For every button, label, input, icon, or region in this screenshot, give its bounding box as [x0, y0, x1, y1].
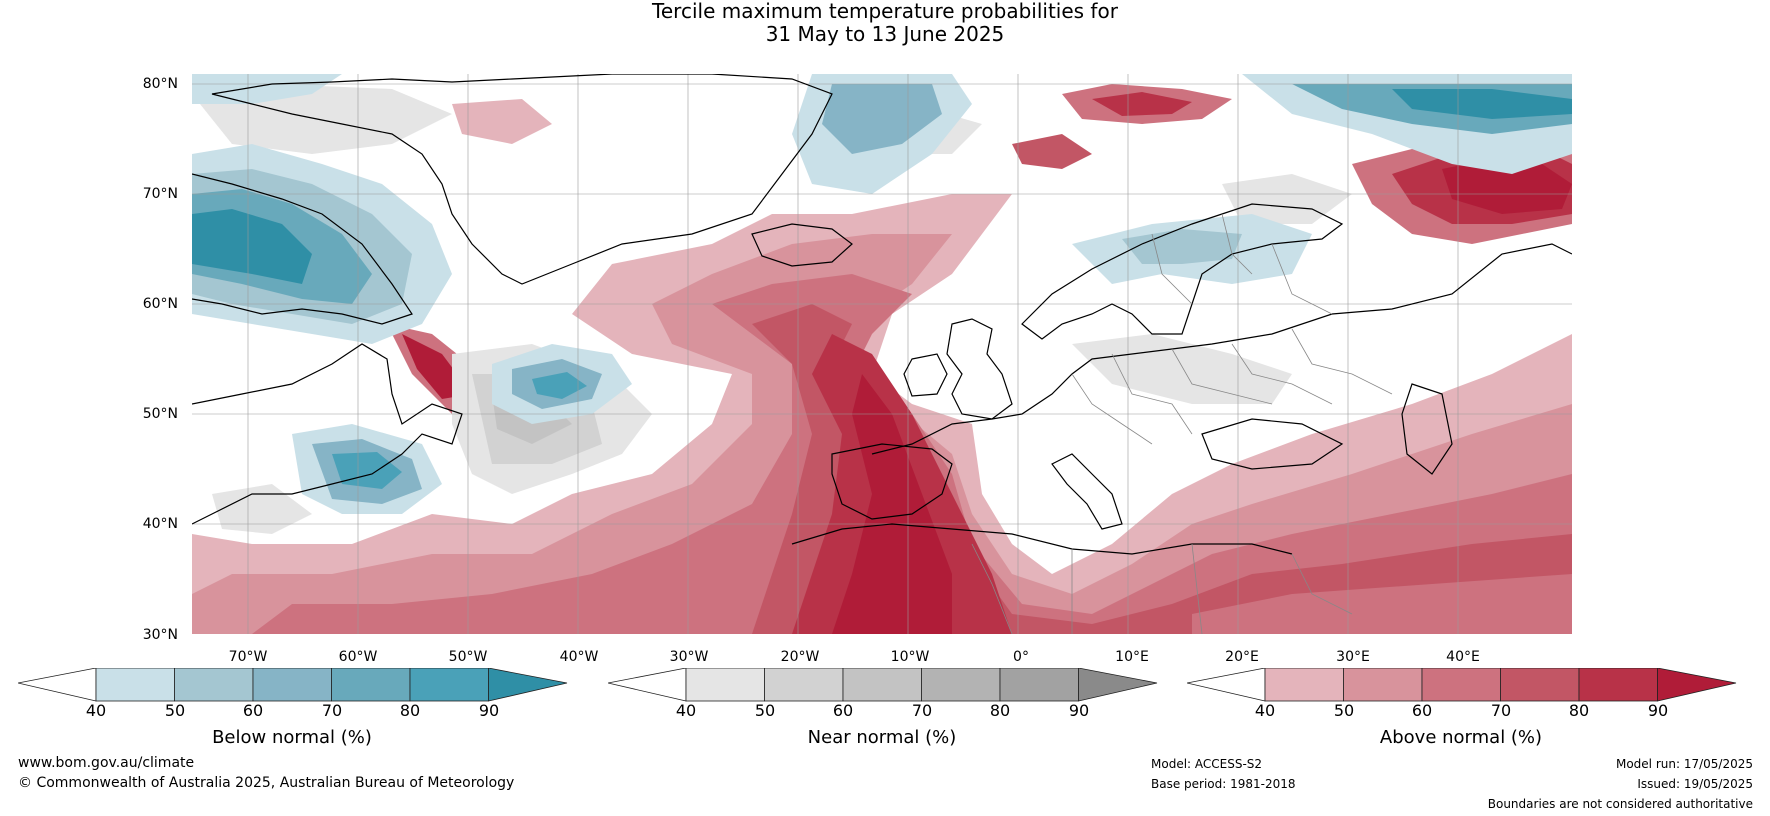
- labrador-coast: [191, 343, 463, 525]
- lat-label-80n: 80°N: [142, 76, 178, 92]
- caspian-coast: [1401, 383, 1453, 475]
- lat-label-30n: 30°N: [142, 627, 178, 643]
- cbar-near-seg-0: [608, 668, 687, 702]
- lat-label-40n: 40°N: [142, 516, 178, 532]
- title-line-1: Tercile maximum temperature probabilitie…: [652, 0, 1118, 23]
- footer-disclaimer: Boundaries are not considered authoritat…: [1487, 797, 1753, 811]
- country-borders: [971, 213, 1393, 635]
- cbar-above-seg-6: [1657, 668, 1737, 702]
- italy-coast: [1051, 453, 1123, 530]
- ireland-coast: [903, 353, 948, 397]
- black-sea-coast: [1201, 418, 1344, 470]
- lon-label-40e: 40°E: [1446, 649, 1480, 665]
- cbar-near-tick-90: 90: [1068, 701, 1090, 720]
- cbar-below-seg-3: [252, 668, 332, 702]
- cbar-below-tick-90: 90: [478, 701, 500, 720]
- cbar-near-seg-6: [1078, 668, 1158, 702]
- cbar-near-tick-50: 50: [754, 701, 776, 720]
- lon-label-30w: 30°W: [669, 649, 709, 665]
- cbar-near-seg-4: [921, 668, 1001, 702]
- colorbar-below-normal: [18, 668, 568, 702]
- lon-label-10e: 10°E: [1115, 649, 1149, 665]
- cbar-above-seg-2: [1343, 668, 1423, 702]
- map-title: Tercile maximum temperature probabilitie…: [0, 0, 1770, 46]
- colorbar-near-normal: [608, 668, 1158, 702]
- lat-label-50n: 50°N: [142, 406, 178, 422]
- baffin-coast: [191, 173, 413, 325]
- cbar-below-seg-2: [174, 668, 254, 702]
- cbar-below-tick-60: 60: [242, 701, 264, 720]
- cbar-above-tick-60: 60: [1411, 701, 1433, 720]
- lat-label-70n: 70°N: [142, 186, 178, 202]
- graticule: [192, 74, 1572, 634]
- cbar-below-seg-1: [95, 668, 175, 702]
- iceland-coast: [751, 223, 853, 267]
- cbar-near-title: Near normal (%): [807, 727, 957, 748]
- cbar-above-seg-1: [1264, 668, 1344, 702]
- cbar-below-tick-80: 80: [399, 701, 421, 720]
- cbar-above-tick-70: 70: [1490, 701, 1512, 720]
- cbar-below-seg-4: [331, 668, 411, 702]
- cbar-below-tick-50: 50: [164, 701, 186, 720]
- cbar-near-seg-2: [764, 668, 844, 702]
- cbar-above-tick-50: 50: [1333, 701, 1355, 720]
- lat-label-60n: 60°N: [142, 296, 178, 312]
- footer-issued: Issued: 19/05/2025: [1637, 777, 1753, 791]
- lon-label-60w: 60°W: [338, 649, 378, 665]
- cbar-above-tick-80: 80: [1568, 701, 1590, 720]
- lon-label-50w: 50°W: [448, 649, 488, 665]
- lon-label-20e: 20°E: [1225, 649, 1259, 665]
- colorbar-above-normal: [1187, 668, 1737, 702]
- cbar-below-tick-40: 40: [85, 701, 107, 720]
- cbar-above-tick-40: 40: [1254, 701, 1276, 720]
- lon-label-10w: 10°W: [890, 649, 930, 665]
- north-africa-coast: [791, 523, 1293, 555]
- lon-label-70w: 70°W: [228, 649, 268, 665]
- cbar-near-seg-1: [685, 668, 765, 702]
- cbar-below-seg-0: [18, 668, 97, 702]
- lon-label-0: 0°: [1013, 649, 1029, 665]
- lon-label-20w: 20°W: [780, 649, 820, 665]
- cbar-below-seg-5: [409, 668, 489, 702]
- footer-copyright: © Commonwealth of Australia 2025, Austra…: [18, 775, 515, 791]
- cbar-below-title: Below normal (%): [212, 727, 372, 748]
- cbar-above-seg-3: [1421, 668, 1501, 702]
- title-line-2: 31 May to 13 June 2025: [765, 22, 1005, 46]
- cbar-above-title: Above normal (%): [1379, 727, 1543, 748]
- footer-model: Model: ACCESS-S2: [1151, 757, 1263, 771]
- footer-model-run: Model run: 17/05/2025: [1615, 757, 1753, 771]
- cbar-near-seg-5: [999, 668, 1079, 702]
- lon-label-40w: 40°W: [559, 649, 599, 665]
- cbar-above-seg-4: [1500, 668, 1580, 702]
- footer-website: www.bom.gov.au/climate: [18, 755, 195, 771]
- cbar-below-seg-6: [488, 668, 568, 702]
- lon-label-30e: 30°E: [1336, 649, 1370, 665]
- great-britain-coast: [946, 318, 1013, 420]
- map-canvas: [191, 73, 1573, 635]
- cbar-below-tick-70: 70: [321, 701, 343, 720]
- iberia-coast: [831, 443, 953, 520]
- cbar-near-tick-60: 60: [832, 701, 854, 720]
- cbar-above-seg-0: [1187, 668, 1266, 702]
- cbar-above-tick-90: 90: [1647, 701, 1669, 720]
- coastlines: [191, 73, 1573, 555]
- footer-base-period: Base period: 1981-2018: [1151, 777, 1296, 791]
- greenland-coast: [211, 73, 833, 285]
- cbar-near-seg-3: [842, 668, 922, 702]
- cbar-above-seg-5: [1578, 668, 1658, 702]
- cbar-near-tick-40: 40: [675, 701, 697, 720]
- probability-map: [191, 73, 1573, 635]
- europe-coast: [871, 243, 1573, 455]
- cbar-near-tick-70: 70: [911, 701, 933, 720]
- cbar-near-tick-80: 80: [989, 701, 1011, 720]
